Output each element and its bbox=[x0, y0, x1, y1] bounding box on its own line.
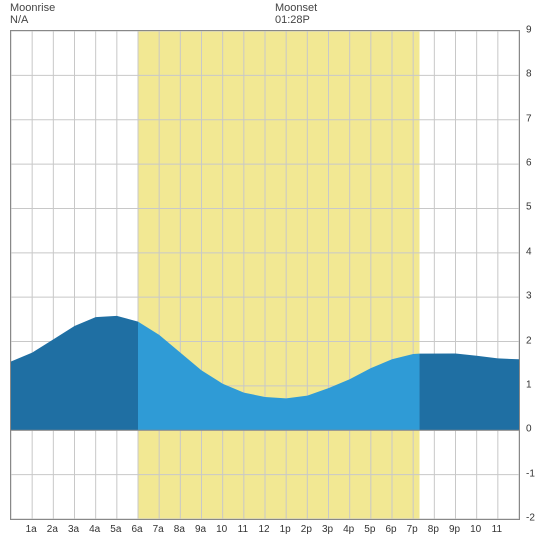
y-tick-label: 9 bbox=[526, 25, 532, 36]
x-tick-label: 11 bbox=[492, 524, 502, 535]
x-tick-label: 9p bbox=[449, 524, 460, 535]
y-tick-label: -2 bbox=[526, 513, 535, 524]
x-tick-label: 5a bbox=[110, 524, 121, 535]
moonrise-title: Moonrise bbox=[10, 2, 55, 14]
x-tick-label: 2a bbox=[47, 524, 58, 535]
moonset-block: Moonset 01:28P bbox=[275, 2, 317, 26]
tide-chart-container: Moonrise N/A Moonset 01:28P 1a 2a 3a 4a 5a 6a… bbox=[0, 0, 550, 550]
chart-plot-area bbox=[10, 30, 520, 520]
x-tick-label: 9a bbox=[195, 524, 206, 535]
x-tick-label: 6a bbox=[131, 524, 142, 535]
y-tick-label: 7 bbox=[526, 113, 532, 124]
y-tick-label: 2 bbox=[526, 335, 532, 346]
y-tick-label: 1 bbox=[526, 379, 532, 390]
y-axis-labels: -2-10123456789 bbox=[522, 30, 547, 520]
moonrise-block: Moonrise N/A bbox=[10, 2, 55, 26]
x-tick-label: 7p bbox=[407, 524, 418, 535]
x-tick-label: 11 bbox=[238, 524, 248, 535]
x-tick-label: 2p bbox=[301, 524, 312, 535]
x-tick-label: 8a bbox=[174, 524, 185, 535]
x-tick-label: 12 bbox=[258, 524, 269, 535]
chart-svg bbox=[11, 31, 519, 519]
x-tick-label: 8p bbox=[428, 524, 439, 535]
moonrise-value: N/A bbox=[10, 14, 55, 26]
y-tick-label: 6 bbox=[526, 158, 532, 169]
y-tick-label: 4 bbox=[526, 246, 532, 257]
x-tick-label: 1p bbox=[280, 524, 291, 535]
moonset-title: Moonset bbox=[275, 2, 317, 14]
x-tick-label: 3p bbox=[322, 524, 333, 535]
x-tick-label: 5p bbox=[364, 524, 375, 535]
x-tick-label: 3a bbox=[68, 524, 79, 535]
y-tick-label: 5 bbox=[526, 202, 532, 213]
moonset-value: 01:28P bbox=[275, 14, 317, 26]
x-tick-label: 10 bbox=[470, 524, 481, 535]
x-tick-label: 1a bbox=[26, 524, 37, 535]
chart-header: Moonrise N/A Moonset 01:28P bbox=[10, 2, 540, 30]
x-tick-label: 7a bbox=[153, 524, 164, 535]
x-tick-label: 4p bbox=[343, 524, 354, 535]
x-tick-label: 10 bbox=[216, 524, 227, 535]
y-tick-label: -1 bbox=[526, 468, 535, 479]
y-tick-label: 0 bbox=[526, 424, 532, 435]
y-tick-label: 8 bbox=[526, 69, 532, 80]
x-tick-label: 6p bbox=[385, 524, 396, 535]
y-tick-label: 3 bbox=[526, 291, 532, 302]
x-tick-label: 4a bbox=[89, 524, 100, 535]
x-axis-labels: 1a 2a 3a 4a 5a 6a 7a 8a 9a 10 11 12 1p 2p 3p 4p 5p 6p 7p 8p… bbox=[10, 524, 520, 544]
